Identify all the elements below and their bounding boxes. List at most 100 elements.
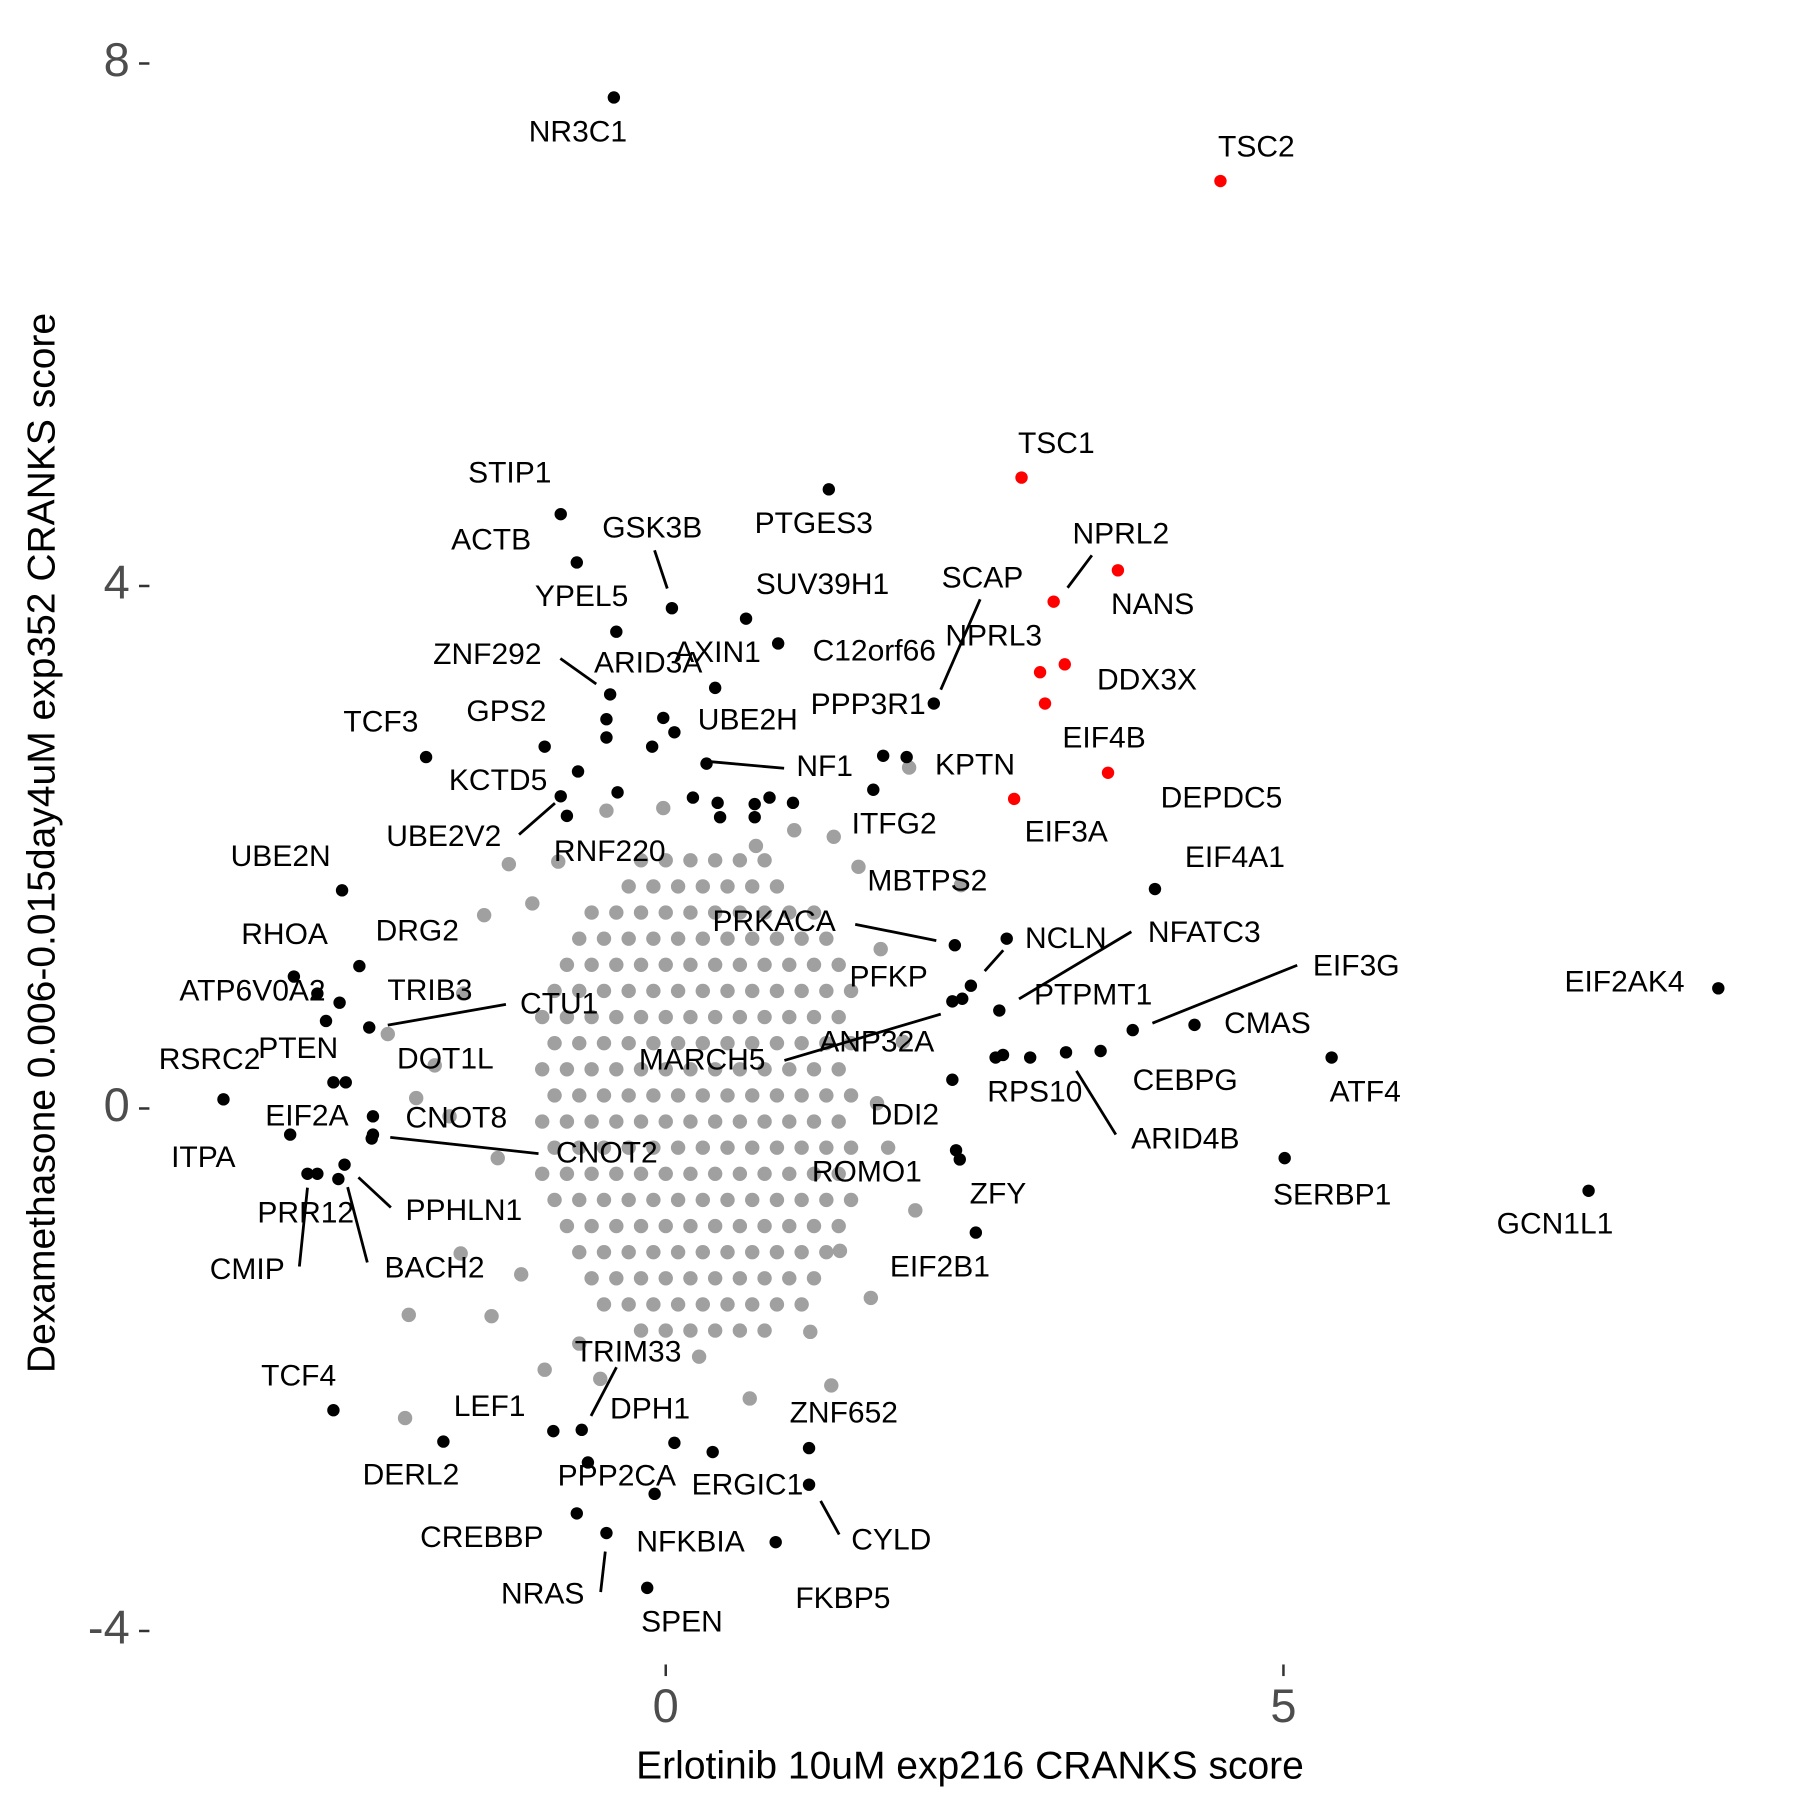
point <box>607 91 621 104</box>
point <box>948 939 962 952</box>
point <box>554 790 567 803</box>
point-label: STIP1 <box>468 457 551 490</box>
point <box>711 796 724 810</box>
leader-line <box>387 1002 507 1027</box>
point <box>1047 595 1060 608</box>
point <box>769 1088 785 1103</box>
point-label: NPRL3 <box>945 619 1042 652</box>
point <box>822 483 836 496</box>
point <box>1000 932 1013 945</box>
point <box>670 879 686 894</box>
point-label: NCLN <box>1025 922 1107 955</box>
point <box>782 1271 797 1286</box>
point <box>584 957 599 972</box>
point <box>1007 792 1021 806</box>
point <box>584 1114 599 1129</box>
point <box>633 853 649 868</box>
point <box>670 1088 686 1103</box>
point <box>782 1218 797 1234</box>
point <box>956 992 969 1005</box>
point <box>599 803 614 818</box>
point <box>880 1140 896 1155</box>
point <box>609 1271 624 1286</box>
point <box>333 996 346 1009</box>
point <box>633 905 649 920</box>
y-tick-label: 0 <box>104 1078 130 1131</box>
point <box>1582 1184 1595 1197</box>
point <box>658 1323 673 1338</box>
leader-line <box>854 922 937 942</box>
point <box>621 1035 636 1051</box>
point <box>782 1166 797 1181</box>
point <box>832 1243 848 1259</box>
point-label: CTU1 <box>520 987 598 1020</box>
point <box>683 1114 698 1129</box>
point <box>1126 1023 1139 1037</box>
point <box>665 601 679 615</box>
y-tick-label: -4 <box>88 1600 130 1653</box>
point <box>901 760 917 775</box>
point <box>633 1009 649 1025</box>
point-label: NFATC3 <box>1148 916 1261 949</box>
point <box>969 1226 983 1239</box>
point <box>927 697 941 710</box>
point <box>720 1140 735 1155</box>
point <box>695 1035 711 1051</box>
y-axis-title: Dexamethasone 0.006-0.015day4uM exp352 C… <box>20 313 63 1373</box>
point <box>327 1404 340 1417</box>
point <box>646 983 661 999</box>
point-label: EIF4B <box>1062 721 1145 754</box>
point <box>658 1009 673 1025</box>
point <box>819 983 834 999</box>
point-label: CNOT2 <box>556 1137 658 1170</box>
point-label: ACTB <box>451 524 531 557</box>
point <box>535 1062 550 1077</box>
point <box>748 797 761 811</box>
point <box>621 1297 636 1312</box>
point <box>609 1218 624 1234</box>
point <box>720 1088 735 1103</box>
point <box>683 1271 698 1286</box>
point <box>802 1441 816 1455</box>
point-label: CMAS <box>1224 1007 1311 1040</box>
point <box>547 1424 560 1438</box>
point <box>646 1297 661 1312</box>
point <box>946 995 959 1008</box>
point-label: NPRL2 <box>1072 518 1169 551</box>
point <box>596 1244 612 1260</box>
point <box>946 1073 959 1086</box>
point <box>769 931 785 946</box>
leader-line <box>653 549 669 589</box>
leader-line <box>297 1187 309 1267</box>
point <box>686 791 700 804</box>
point-label: CMIP <box>210 1253 285 1286</box>
point <box>757 1114 772 1129</box>
point <box>769 1140 785 1155</box>
point <box>560 809 574 823</box>
point <box>327 1076 340 1089</box>
point <box>551 854 566 869</box>
point-label: ITPA <box>171 1141 235 1174</box>
leader-line <box>983 949 1005 973</box>
leader-line <box>559 657 598 686</box>
point <box>683 853 698 868</box>
x-tick-label: 0 <box>653 1679 679 1732</box>
point <box>695 931 711 946</box>
point <box>648 1487 661 1501</box>
point-label: UBE2N <box>231 840 331 873</box>
point <box>603 688 617 701</box>
point <box>641 1581 654 1595</box>
point <box>427 1058 442 1073</box>
point <box>453 1246 468 1261</box>
point <box>757 1271 772 1286</box>
leader-line <box>589 1366 618 1417</box>
point <box>571 765 585 778</box>
point <box>633 1166 649 1181</box>
point <box>490 1150 505 1166</box>
point <box>732 1009 748 1025</box>
point-label: PTPMT1 <box>1034 978 1152 1011</box>
point-label: CEBPG <box>1133 1064 1238 1097</box>
point <box>559 1009 575 1025</box>
point <box>646 1088 661 1103</box>
point-label: EIF2AK4 <box>1564 966 1684 999</box>
